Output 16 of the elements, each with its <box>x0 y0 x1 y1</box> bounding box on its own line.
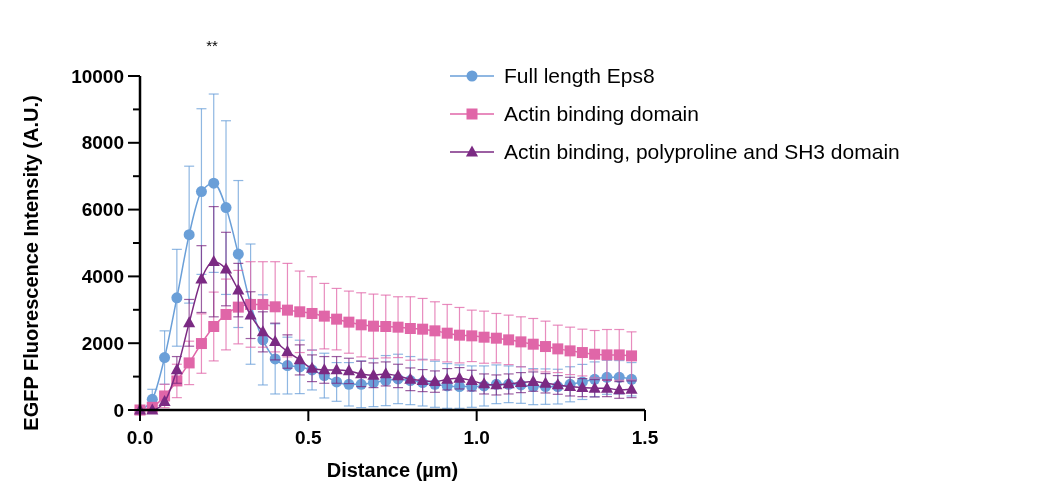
x-axis-title: Distance (µm) <box>326 459 459 481</box>
y-axis-title: EGFP Fluorescence Intensity (A.U.) <box>20 95 42 431</box>
x-tick-label: 0.5 <box>295 427 322 448</box>
legend-label: Actin binding domain <box>504 102 699 126</box>
x-tick-label: 1.0 <box>463 427 490 448</box>
text: ** <box>206 37 218 54</box>
y-tick-label: 8000 <box>81 132 124 154</box>
y-tick-label: 2000 <box>81 332 124 354</box>
y-tick-label: 10000 <box>71 65 124 87</box>
legend-label: Actin binding, polyproline and SH3 domain <box>504 140 900 164</box>
y-tick-label: 6000 <box>81 199 124 221</box>
x-tick-label: 1.5 <box>631 427 659 448</box>
legend-label: Full length Eps8 <box>504 64 655 88</box>
y-tick-label: 0 <box>113 399 124 421</box>
x-tick-label: 0.0 <box>126 427 154 448</box>
y-tick-label: 4000 <box>81 266 124 288</box>
